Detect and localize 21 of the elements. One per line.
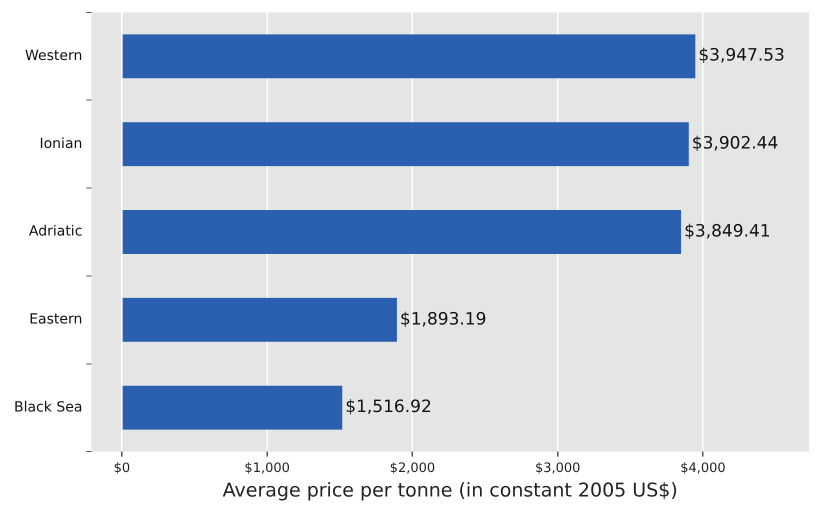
bar xyxy=(122,298,397,342)
x-tick-label: $0 xyxy=(114,460,130,476)
bar xyxy=(122,34,696,78)
x-tick-label: $2,000 xyxy=(390,460,436,476)
bar xyxy=(122,210,682,254)
data-label: $3,947.53 xyxy=(698,46,785,66)
data-label: $3,902.44 xyxy=(692,134,778,154)
x-axis-title: Average price per tonne (in constant 2005 US$) xyxy=(222,480,678,502)
y-tick-label: Eastern xyxy=(29,311,82,328)
data-label: $3,849.41 xyxy=(684,221,771,242)
bar xyxy=(122,386,342,430)
x-tick-label: $3,000 xyxy=(534,460,580,476)
bar xyxy=(122,122,689,166)
data-label: $1,516.92 xyxy=(345,397,432,418)
x-tick-label: $4,000 xyxy=(680,460,726,476)
y-tick-label: Ionian xyxy=(39,136,82,152)
y-tick-label: Black Sea xyxy=(14,399,82,416)
data-label: $1,893.19 xyxy=(400,309,486,330)
x-tick-label: $1,000 xyxy=(244,460,290,476)
y-tick-label: Adriatic xyxy=(28,224,82,240)
y-tick-label: Western xyxy=(24,48,82,64)
